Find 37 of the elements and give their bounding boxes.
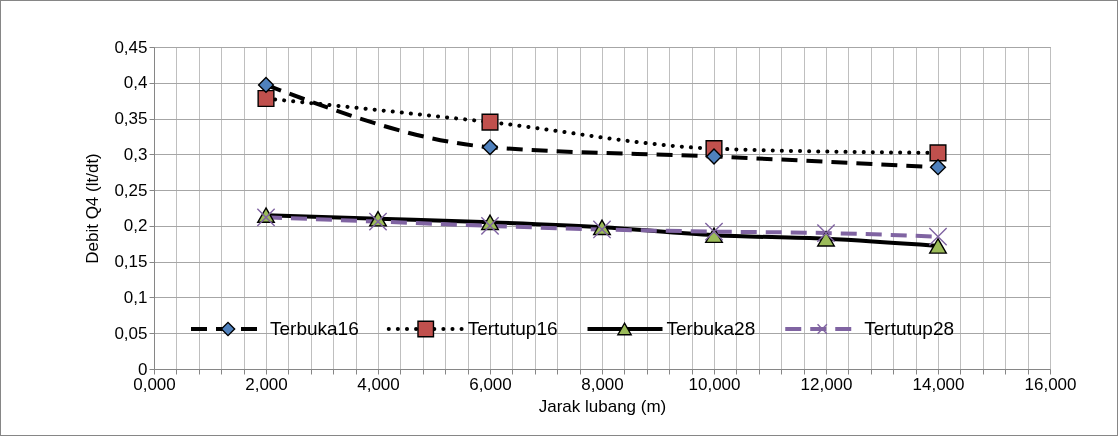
y-tick-label: 0,2 bbox=[123, 216, 148, 236]
legend-label: Tertutup28 bbox=[864, 318, 955, 339]
point bbox=[257, 89, 275, 108]
y-tick-label: 0,25 bbox=[114, 180, 148, 200]
point bbox=[257, 76, 275, 94]
y-tick-label: 0,4 bbox=[123, 73, 148, 93]
y-tick-label: 0,15 bbox=[114, 252, 148, 272]
point bbox=[481, 139, 499, 156]
x-tick-label: 6,000 bbox=[469, 374, 512, 394]
x-tick-label: 4,000 bbox=[357, 374, 400, 394]
x-axis-title: Jarak lubang (m) bbox=[538, 396, 667, 416]
x-tick-label: 8,000 bbox=[581, 374, 624, 394]
x-tick-label: 14,000 bbox=[912, 374, 965, 394]
y-tick-label: 0,35 bbox=[114, 109, 148, 129]
x-tick-label: 16,000 bbox=[1024, 374, 1077, 394]
point bbox=[929, 144, 947, 162]
y-tick-label: 0,3 bbox=[123, 144, 148, 164]
x-tick-label: 10,000 bbox=[688, 374, 741, 394]
point bbox=[481, 113, 499, 131]
legend-label: Terbuka28 bbox=[666, 318, 756, 339]
x-tick-label: 2,000 bbox=[245, 374, 288, 394]
legend-label: Terbuka16 bbox=[270, 318, 359, 339]
x-tick-label: 12,000 bbox=[800, 374, 853, 394]
point bbox=[929, 238, 947, 254]
point bbox=[816, 223, 836, 243]
point bbox=[928, 227, 948, 246]
point bbox=[817, 230, 835, 247]
point bbox=[368, 212, 388, 231]
point bbox=[705, 148, 723, 165]
y-tick-label: 0,1 bbox=[123, 287, 148, 307]
point bbox=[704, 222, 724, 241]
y-tick-label: 0,05 bbox=[114, 323, 148, 343]
y-tick-label: 0,45 bbox=[114, 37, 148, 57]
point bbox=[480, 216, 500, 236]
y-axis-title: Debit Q4 (lt/dt) bbox=[83, 153, 103, 264]
point bbox=[929, 159, 947, 176]
legend-label: Tertutup16 bbox=[467, 318, 558, 339]
